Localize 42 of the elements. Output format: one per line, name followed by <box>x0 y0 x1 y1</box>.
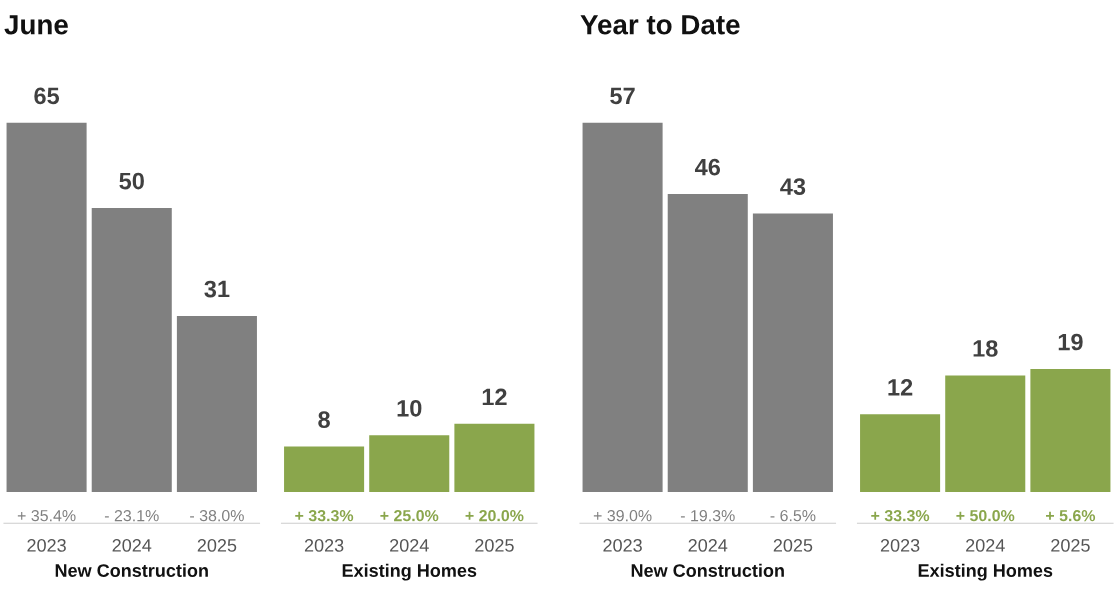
x-tick-label: 2023 <box>27 539 66 552</box>
x-tick-label: 2023 <box>880 539 920 552</box>
text: + 20.0% <box>465 509 524 522</box>
data-label: 10 <box>397 399 422 417</box>
x-tick-label: 2025 <box>197 539 237 552</box>
x-tick-label: 2024 <box>112 539 152 552</box>
chart-title: June <box>4 15 68 35</box>
text: + 33.3% <box>295 509 354 522</box>
x-axis-title: Existing Homes <box>918 563 1053 581</box>
text: - 23.1% <box>104 509 159 522</box>
chart-title: Year to Date <box>580 15 740 35</box>
data-label: 8 <box>318 411 330 428</box>
x-tick-label: 2023 <box>304 539 344 552</box>
text: + 39.0% <box>593 509 652 522</box>
data-label: 43 <box>780 178 806 195</box>
x-axis-title: New Construction <box>55 563 208 577</box>
x-tick-label: 2024 <box>390 539 429 552</box>
data-label: 12 <box>482 388 507 406</box>
data-label: 31 <box>204 280 230 298</box>
data-label: 19 <box>1058 333 1083 351</box>
x-axis-title: New Construction <box>631 563 784 577</box>
text: + 35.4% <box>17 509 76 522</box>
text: + 25.0% <box>380 509 439 522</box>
x-tick-label: 2024 <box>688 539 728 552</box>
text: + 33.3% <box>871 509 930 522</box>
data-label: 12 <box>888 378 913 396</box>
x-tick-label: 2025 <box>475 539 514 552</box>
text: - 19.3% <box>680 509 735 522</box>
x-tick-label: 2025 <box>773 539 813 552</box>
data-label: 18 <box>973 340 998 357</box>
data-label: 57 <box>610 87 635 105</box>
data-label: 65 <box>34 87 60 105</box>
x-tick-label: 2024 <box>966 539 1005 552</box>
x-tick-label: 2023 <box>603 539 642 552</box>
text: - 6.5% <box>770 509 816 522</box>
text: + 50.0% <box>956 509 1015 522</box>
data-label: 50 <box>119 172 144 190</box>
text: - 38.0% <box>190 509 244 522</box>
x-axis-title: Existing Homes <box>342 563 477 581</box>
x-tick-label: 2025 <box>1051 539 1090 552</box>
data-label: 46 <box>694 158 721 176</box>
text: + 5.6% <box>1046 509 1096 522</box>
